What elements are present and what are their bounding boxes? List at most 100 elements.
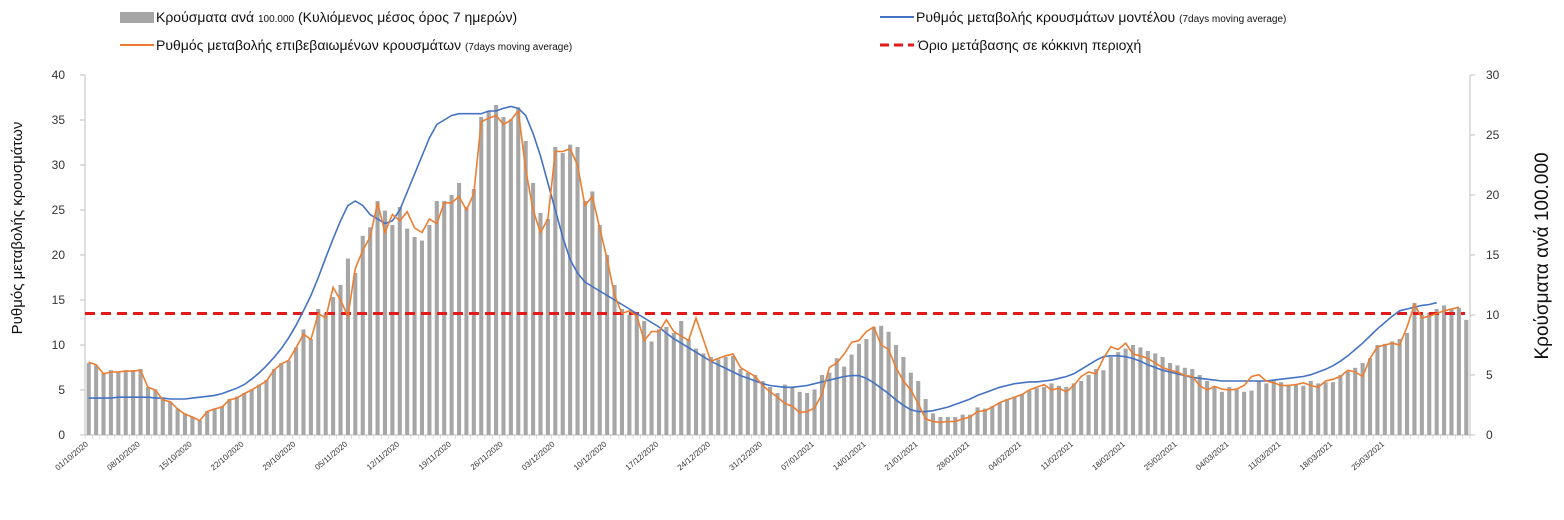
left-tick-label: 15 bbox=[52, 293, 66, 307]
x-tick-label: 31/12/2020 bbox=[728, 439, 765, 472]
x-tick-label: 22/10/2020 bbox=[209, 439, 246, 472]
bar-cases bbox=[790, 387, 795, 435]
bar-cases bbox=[168, 401, 173, 435]
bar-cases bbox=[886, 331, 891, 435]
bar-cases bbox=[1249, 390, 1254, 435]
bar-cases bbox=[1175, 365, 1180, 435]
bar-cases bbox=[1227, 387, 1232, 435]
bar-cases bbox=[345, 258, 350, 435]
bar-cases bbox=[412, 237, 417, 435]
bar-cases bbox=[182, 413, 188, 435]
bar-cases bbox=[575, 147, 580, 435]
bar-cases bbox=[205, 411, 210, 435]
bar-cases bbox=[1145, 351, 1150, 435]
bar-cases bbox=[94, 365, 99, 435]
bar-cases bbox=[86, 363, 91, 435]
bar-cases bbox=[145, 387, 150, 435]
right-tick-label: 0 bbox=[1486, 428, 1493, 442]
bar-cases bbox=[997, 402, 1002, 435]
bar-cases bbox=[1456, 307, 1461, 435]
bar-cases bbox=[101, 372, 106, 435]
bar-cases bbox=[812, 389, 817, 435]
bar-cases bbox=[1323, 382, 1328, 435]
bar-cases bbox=[1234, 389, 1239, 435]
x-tick-label: 08/10/2020 bbox=[105, 439, 142, 472]
bar-cases bbox=[138, 369, 143, 435]
bar-cases bbox=[116, 371, 121, 435]
bar-cases bbox=[656, 329, 662, 435]
bar-cases bbox=[871, 327, 876, 435]
confirmed-rate-line bbox=[88, 109, 1460, 424]
legend-confirmed-note: (7days moving average) bbox=[465, 42, 572, 53]
bar-cases bbox=[938, 417, 943, 435]
bar-cases bbox=[953, 417, 958, 435]
svg-text:Ρυθμός μεταβολής επιβεβαιωμένω: Ρυθμός μεταβολής επιβεβαιωμένων κρουσμάτ… bbox=[156, 37, 572, 53]
x-tick-label: 01/10/2020 bbox=[54, 439, 91, 472]
x-tick-label: 25/02/2021 bbox=[1142, 439, 1179, 472]
bar-cases bbox=[323, 312, 328, 435]
left-tick-label: 10 bbox=[52, 338, 66, 352]
bar-cases bbox=[1160, 357, 1165, 435]
right-tick-label: 5 bbox=[1486, 368, 1493, 382]
bar-cases bbox=[1271, 381, 1276, 435]
left-tick-label: 0 bbox=[58, 428, 65, 442]
bar-cases bbox=[1071, 383, 1076, 435]
legend: Κρούσματα ανά 100.000 (Κυλιόμενος μέσος … bbox=[120, 9, 1286, 53]
bar-cases bbox=[531, 183, 536, 435]
bar-cases bbox=[1397, 339, 1402, 435]
x-tick-label: 19/11/2020 bbox=[417, 439, 453, 472]
bar-cases bbox=[242, 393, 247, 435]
bar-cases bbox=[901, 357, 906, 435]
bar-cases bbox=[153, 389, 158, 435]
bar-cases bbox=[1101, 370, 1106, 435]
bar-cases bbox=[708, 357, 713, 435]
bar-cases bbox=[1382, 343, 1387, 435]
left-tick-label: 5 bbox=[58, 383, 65, 397]
bar-cases bbox=[353, 273, 358, 435]
bar-cases bbox=[627, 315, 632, 435]
bar-cases bbox=[227, 399, 232, 435]
bar-cases bbox=[1367, 358, 1373, 435]
bar-cases bbox=[797, 391, 802, 435]
bar-cases bbox=[731, 355, 736, 435]
legend-bars-number: 100.000 bbox=[258, 14, 295, 25]
bar-cases bbox=[1419, 315, 1424, 435]
bar-cases bbox=[190, 417, 195, 435]
bar-cases bbox=[123, 370, 128, 435]
bar-cases bbox=[1093, 369, 1099, 435]
svg-text:Κρούσματα ανά 100.000 (Κυλιόμε: Κρούσματα ανά 100.000 (Κυλιόμενος μέσος … bbox=[156, 9, 517, 25]
bar-cases bbox=[827, 372, 832, 435]
bar-cases bbox=[397, 207, 402, 435]
bar-cases bbox=[175, 408, 180, 435]
bar-cases bbox=[486, 111, 491, 435]
x-tick-label: 14/01/2021 bbox=[831, 439, 868, 472]
bar-cases bbox=[1153, 353, 1158, 435]
bar-cases bbox=[879, 325, 884, 435]
bar-cases bbox=[856, 343, 862, 435]
bar-cases bbox=[1442, 305, 1447, 435]
bar-cases bbox=[634, 315, 639, 435]
bar-cases bbox=[842, 366, 847, 435]
x-tick-label: 10/12/2020 bbox=[572, 439, 609, 472]
x-tick-label: 21/01/2021 bbox=[883, 439, 920, 472]
bar-cases bbox=[249, 389, 254, 435]
bar-cases bbox=[768, 387, 773, 435]
bar-cases bbox=[131, 370, 136, 435]
bar-cases bbox=[782, 384, 787, 435]
bar-cases bbox=[301, 329, 306, 435]
x-tick-label: 07/01/2021 bbox=[779, 439, 816, 472]
bar-cases bbox=[686, 339, 691, 435]
left-tick-label: 25 bbox=[52, 203, 66, 217]
bar-cases bbox=[1197, 375, 1202, 435]
bar-cases bbox=[197, 420, 202, 435]
bar-cases bbox=[1042, 387, 1047, 435]
bar-cases bbox=[1086, 375, 1091, 435]
bar-cases bbox=[671, 333, 676, 435]
bar-cases bbox=[590, 191, 595, 435]
bar-cases bbox=[612, 285, 617, 435]
bar-cases bbox=[1242, 391, 1247, 435]
bar-cases bbox=[1219, 391, 1224, 435]
bar-cases bbox=[1056, 385, 1061, 435]
bar-cases bbox=[1405, 333, 1410, 435]
bar-cases bbox=[649, 341, 654, 435]
